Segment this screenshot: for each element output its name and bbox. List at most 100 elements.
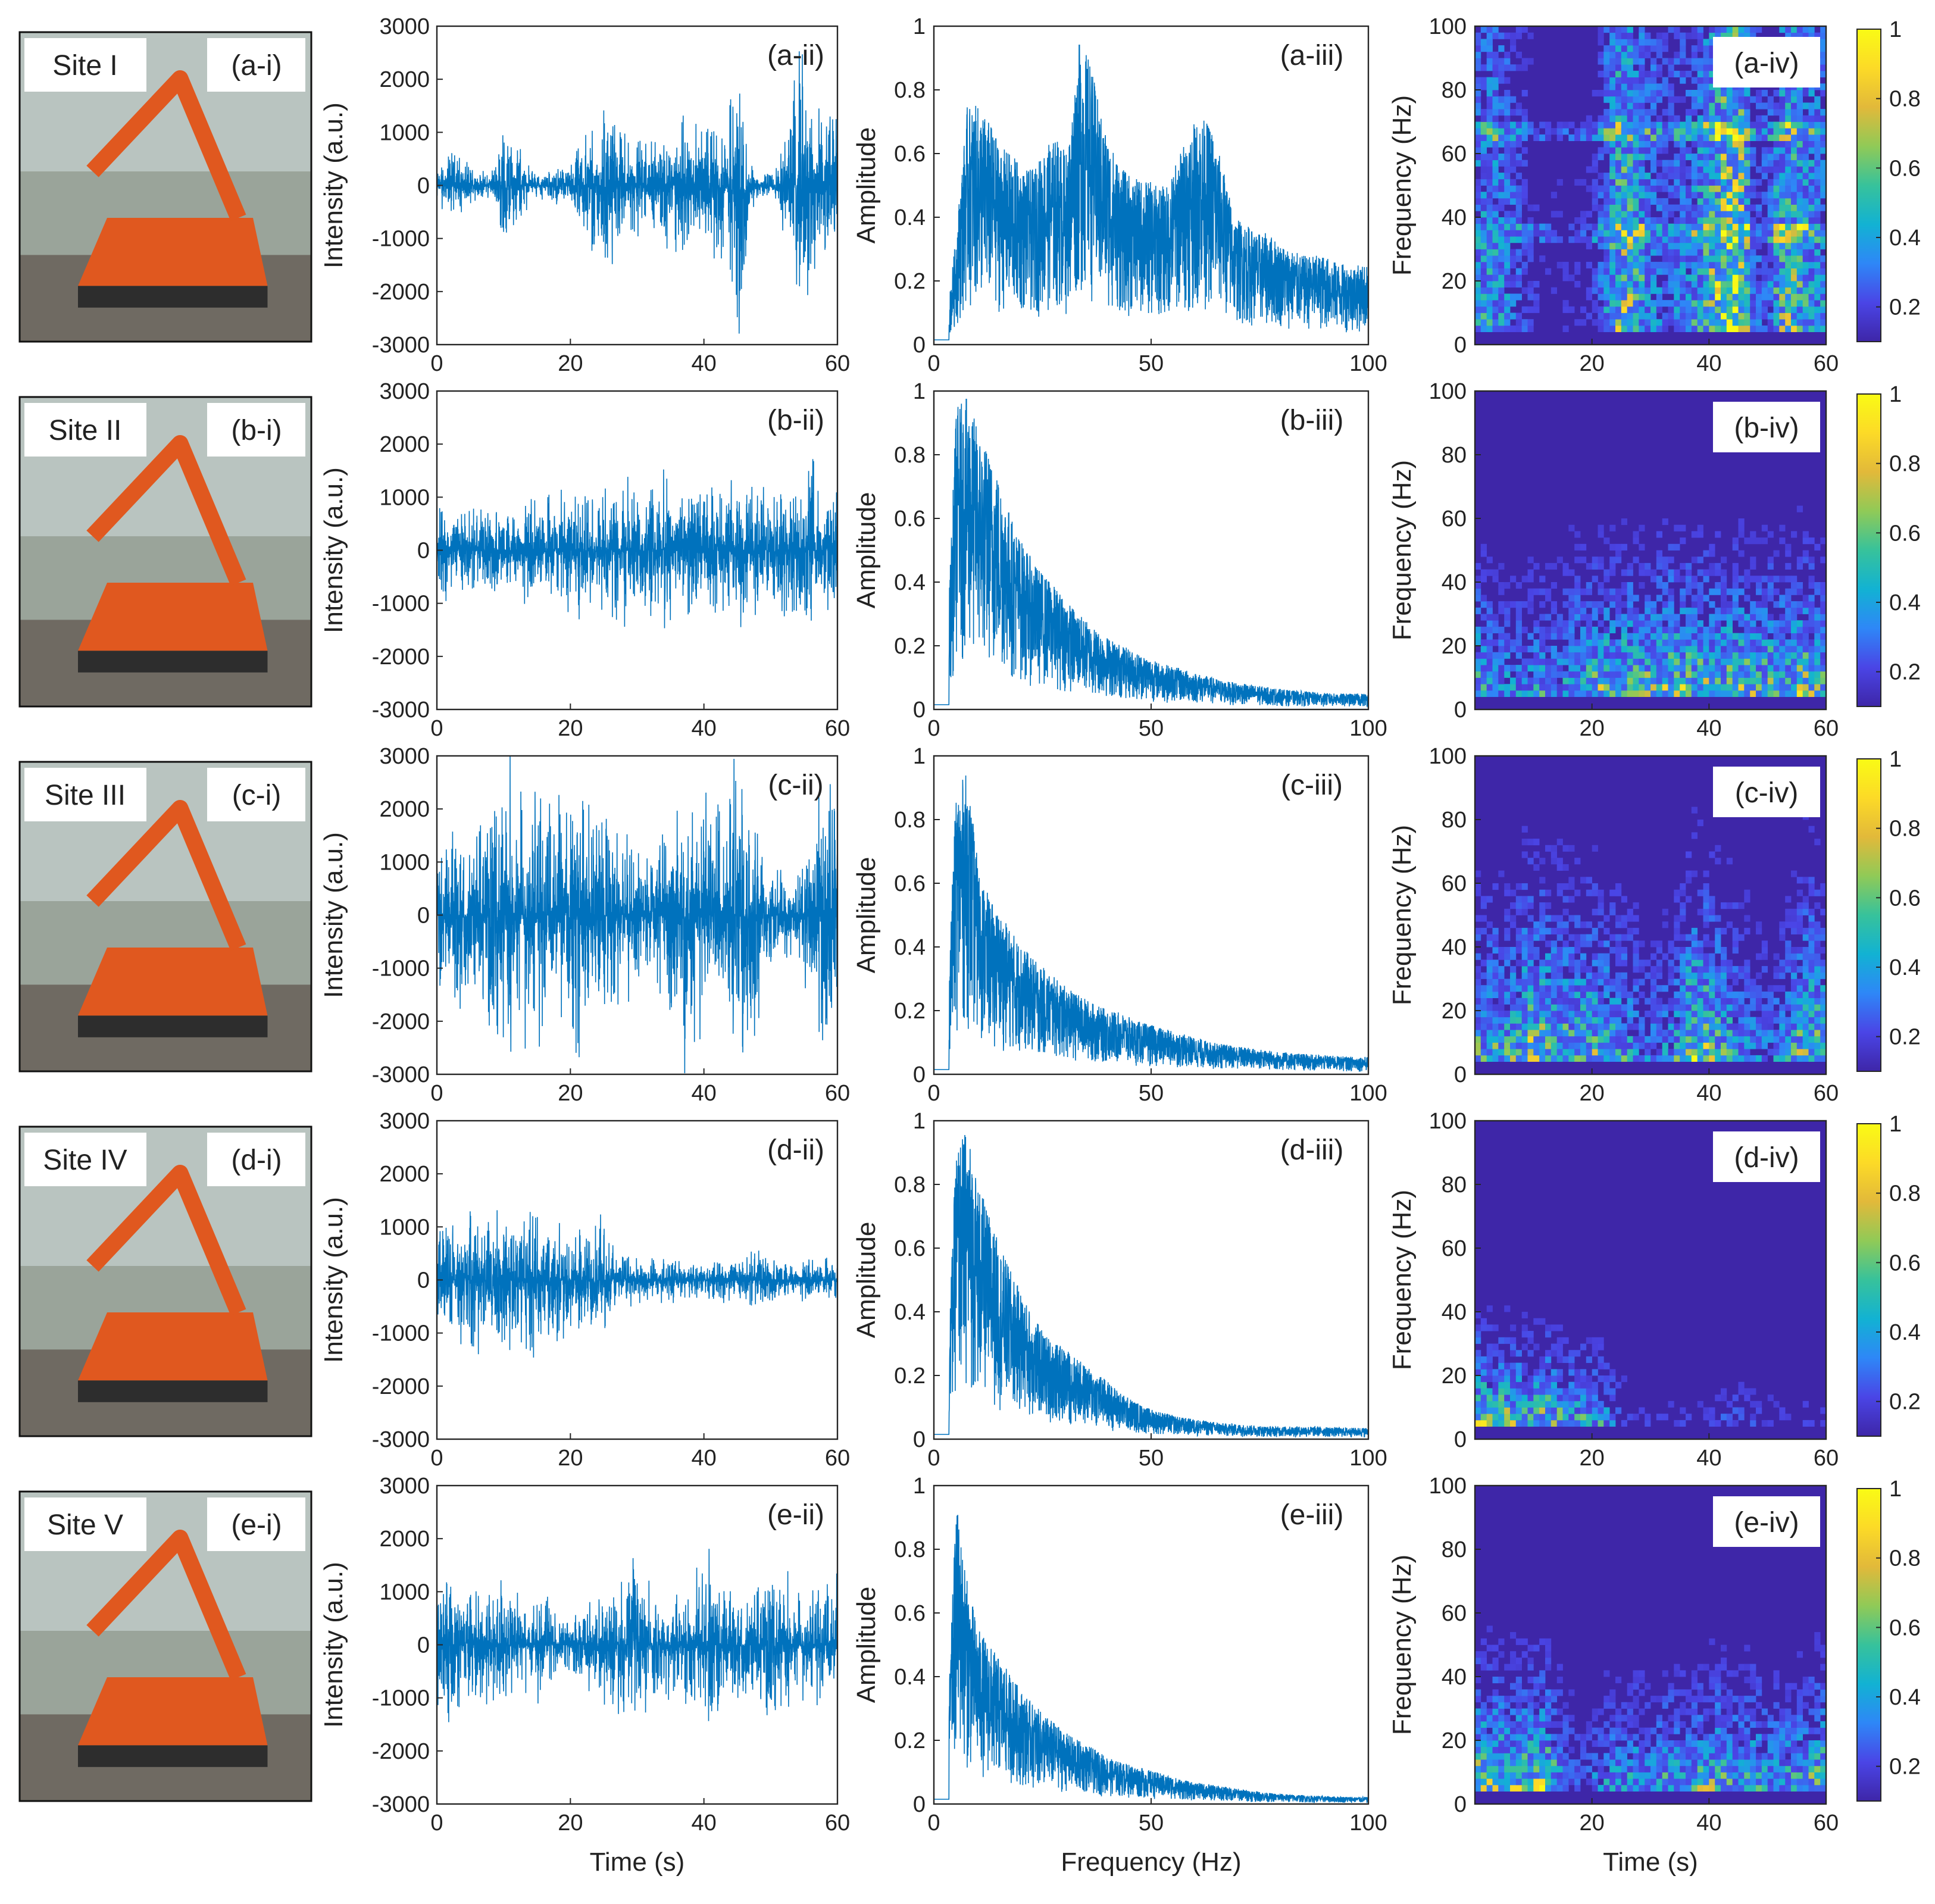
spectrogram-cell — [1615, 236, 1622, 243]
spectrogram-cell — [1586, 1414, 1592, 1421]
spectrogram-cell — [1521, 927, 1528, 934]
spectrogram-cell — [1492, 128, 1499, 135]
spectrogram-cell — [1726, 991, 1733, 998]
spectrogram-cell — [1492, 569, 1499, 576]
spectrogram-cell — [1802, 230, 1809, 237]
spectrogram-cell — [1580, 230, 1587, 237]
spectrogram-cell — [1568, 1420, 1575, 1427]
spectrogram-cell — [1691, 223, 1698, 230]
x-tick-label: 40 — [692, 351, 717, 376]
spectrogram-cell — [1820, 39, 1827, 46]
spectrogram-cell — [1761, 1036, 1768, 1043]
spectrogram-cell — [1662, 614, 1668, 621]
spectrogram-cell — [1709, 633, 1715, 640]
spectrogram-cell — [1539, 877, 1546, 884]
spectrogram-cell — [1603, 281, 1610, 288]
spectrogram-cell — [1545, 1356, 1552, 1363]
spectrogram-cell — [1732, 665, 1739, 672]
spectrogram-cell — [1475, 77, 1481, 84]
spectrogram-cell — [1510, 198, 1517, 205]
spectrogram-cell — [1697, 569, 1703, 576]
spectrogram-cell — [1656, 998, 1662, 1005]
spectrogram-cell — [1504, 1337, 1511, 1344]
spectrogram-cell — [1814, 319, 1821, 326]
spectrogram-cell — [1515, 959, 1522, 967]
spectrogram-cell — [1726, 173, 1733, 180]
spectrogram-cell — [1521, 826, 1528, 833]
spectrogram-cell — [1568, 646, 1575, 653]
spectrogram-cell — [1504, 109, 1511, 116]
spectrogram-cell — [1592, 614, 1598, 621]
spectrogram-cell — [1475, 32, 1481, 39]
spectrogram-cell — [1697, 249, 1703, 256]
spectrogram-cell — [1703, 991, 1709, 998]
spectrogram-cell — [1808, 261, 1815, 268]
spectrogram-cell — [1504, 1407, 1511, 1414]
spectrogram-cell — [1550, 1049, 1557, 1056]
spectrogram-cell — [1802, 211, 1809, 218]
spectrogram-cell — [1715, 620, 1721, 627]
spectrogram-cell — [1568, 274, 1575, 282]
spectrogram-cell — [1680, 677, 1686, 684]
spectrogram-cell — [1820, 626, 1827, 633]
y-tick-label: 2000 — [379, 67, 430, 92]
spectrogram-cell — [1592, 128, 1598, 135]
spectrogram-cell — [1738, 524, 1745, 532]
spectrogram-cell — [1674, 684, 1680, 691]
spectrogram-cell — [1609, 255, 1616, 262]
spectrogram-cell — [1639, 281, 1645, 288]
spectrogram-cell — [1580, 614, 1587, 621]
spectrogram-cell — [1668, 173, 1674, 180]
spectrogram-cell — [1802, 671, 1809, 678]
spectrogram-cell — [1562, 896, 1569, 903]
spectrogram-cell — [1709, 966, 1715, 973]
spectrogram-cell — [1726, 249, 1733, 256]
spectrogram-cell — [1656, 185, 1662, 192]
spectrogram-cell — [1674, 677, 1680, 684]
spectrogram-cell — [1592, 658, 1598, 665]
spectrogram-cell — [1545, 1030, 1552, 1037]
spectrogram-cell — [1545, 940, 1552, 948]
spectrogram-cell — [1703, 889, 1709, 896]
spectrogram-cell — [1703, 64, 1709, 71]
spectrogram-cell — [1674, 274, 1680, 282]
spectrogram-cell — [1680, 665, 1686, 672]
spectrogram-cell — [1609, 204, 1616, 211]
spectrogram-cell — [1721, 626, 1727, 633]
spectrogram-cell — [1639, 690, 1645, 697]
spectrogram-cell — [1721, 325, 1727, 332]
spectrogram-cell — [1662, 665, 1668, 672]
spectrogram-cell — [1568, 998, 1575, 1005]
spectrogram-cell — [1533, 1414, 1540, 1421]
spectrogram-cell — [1533, 134, 1540, 141]
spectrogram-cell — [1820, 665, 1827, 672]
spectrogram-cell — [1498, 230, 1505, 237]
spectrogram-cell — [1738, 268, 1745, 275]
spectrogram-cell — [1691, 319, 1698, 326]
spectrogram-cell — [1820, 268, 1827, 275]
spectrogram-cell — [1615, 543, 1622, 551]
excavator-arm — [86, 435, 246, 586]
spectrogram-cell — [1486, 684, 1493, 691]
x-tick-label: 0 — [927, 351, 940, 376]
spectrogram-cell — [1820, 230, 1827, 237]
spectrogram-cell — [1761, 576, 1768, 583]
spectrogram-cell — [1504, 1055, 1511, 1062]
spectrogram-cell — [1703, 274, 1709, 282]
spectrogram-cell — [1621, 1011, 1627, 1018]
spectrogram-cell — [1802, 991, 1809, 998]
spectrogram-cell — [1598, 173, 1604, 180]
spectrogram-cell — [1504, 32, 1511, 39]
spectrogram-cell — [1603, 991, 1610, 998]
spectrogram-cell — [1562, 1420, 1569, 1427]
spectrogram-cell — [1791, 614, 1798, 621]
spectrogram-cell — [1686, 934, 1692, 941]
spectrogram-cell — [1498, 198, 1505, 205]
spectrogram-cell — [1715, 845, 1721, 852]
spectrogram-cell — [1750, 121, 1756, 129]
spectrogram-cell — [1550, 1420, 1557, 1427]
spectrogram-cell — [1562, 562, 1569, 570]
spectrogram-cell — [1796, 274, 1803, 282]
spectrogram-cell — [1533, 1017, 1540, 1024]
spectrogram-cell — [1773, 639, 1780, 646]
